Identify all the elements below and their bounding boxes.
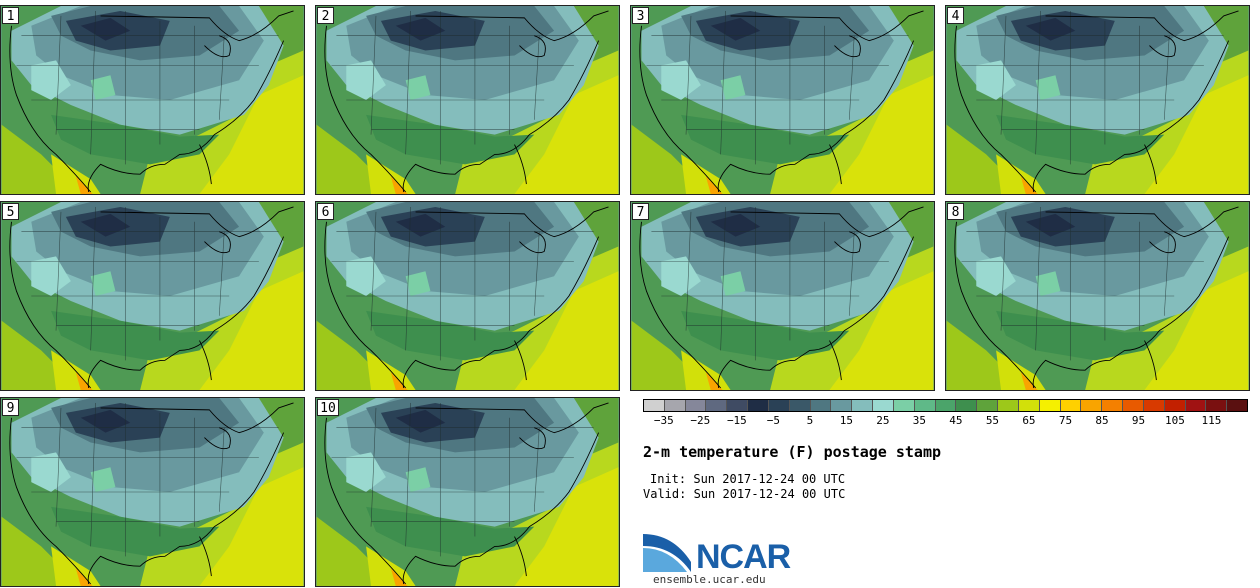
colorbar-tick-label: 95 xyxy=(1131,414,1146,427)
colorbar-cell xyxy=(935,400,957,411)
temperature-map xyxy=(946,202,1249,390)
member-label: 6 xyxy=(317,203,334,220)
temperature-map xyxy=(1,202,304,390)
member-label: 3 xyxy=(632,7,649,24)
temperature-map xyxy=(946,6,1249,194)
ensemble-member-map[interactable]: 2 xyxy=(315,5,620,195)
colorbar-cell xyxy=(1018,400,1040,411)
colorbar-cell xyxy=(706,400,728,411)
colorbar-cell xyxy=(1060,400,1082,411)
colorbar-cell xyxy=(1227,400,1248,411)
temperature-map xyxy=(631,202,934,390)
temperature-map xyxy=(316,6,619,194)
ensemble-member-map[interactable]: 5 xyxy=(0,201,305,391)
colorbar-tick-label: −15 xyxy=(726,414,747,427)
colorbar-tick-label: 65 xyxy=(1022,414,1036,427)
colorbar-cell xyxy=(956,400,978,411)
colorbar-tick-label: 85 xyxy=(1095,414,1109,427)
ensemble-member-map[interactable]: 4 xyxy=(945,5,1250,195)
colorbar-cell xyxy=(998,400,1019,411)
member-label: 1 xyxy=(2,7,19,24)
member-label: 8 xyxy=(947,203,964,220)
colorbar-cell xyxy=(873,400,894,411)
colorbar-tick-label: 15 xyxy=(839,414,854,427)
colorbar-cell xyxy=(1039,400,1061,411)
colorbar-tick-label: 75 xyxy=(1058,414,1073,427)
colorbar-cell xyxy=(685,400,707,411)
colorbar-cell xyxy=(810,400,832,411)
temperature-map xyxy=(631,6,934,194)
member-label: 9 xyxy=(2,399,19,416)
ensemble-member-map[interactable]: 8 xyxy=(945,201,1250,391)
temperature-map xyxy=(316,202,619,390)
colorbar-cell xyxy=(748,400,769,411)
colorbar-tick-label: −35 xyxy=(653,414,674,427)
colorbar-cell xyxy=(893,400,915,411)
ensemble-member-map[interactable]: 7 xyxy=(630,201,935,391)
colorbar-cell xyxy=(727,400,749,411)
colorbar-cell xyxy=(1143,400,1165,411)
colorbar-cell xyxy=(914,400,936,411)
colorbar-cell xyxy=(768,400,790,411)
ensemble-member-map[interactable]: 6 xyxy=(315,201,620,391)
colorbar-tick-label: 45 xyxy=(949,414,963,427)
temperature-colorbar xyxy=(643,399,1248,412)
member-label: 2 xyxy=(317,7,334,24)
colorbar-tick-label: 5 xyxy=(806,414,814,427)
temperature-map xyxy=(316,398,619,586)
init-time: Init: Sun 2017-12-24 00 UTC xyxy=(650,472,846,486)
colorbar-cell xyxy=(1185,400,1207,411)
colorbar-cell xyxy=(831,400,853,411)
site-url: ensemble.ucar.edu xyxy=(653,573,766,586)
ncar-logo-icon xyxy=(643,534,691,572)
colorbar-cell xyxy=(664,400,686,411)
member-label: 10 xyxy=(317,399,339,416)
colorbar-cell xyxy=(1206,400,1228,411)
colorbar-tick-label: 115 xyxy=(1201,414,1222,427)
logo-text: NCAR xyxy=(696,538,791,576)
temperature-map xyxy=(1,398,304,586)
ensemble-member-map[interactable]: 3 xyxy=(630,5,935,195)
member-label: 7 xyxy=(632,203,649,220)
colorbar-tick-label: 35 xyxy=(912,414,927,427)
valid-time: Valid: Sun 2017-12-24 00 UTC xyxy=(643,487,846,501)
ensemble-member-map[interactable]: 1 xyxy=(0,5,305,195)
colorbar-cell xyxy=(1164,400,1186,411)
member-label: 4 xyxy=(947,7,964,24)
colorbar-cell xyxy=(977,400,999,411)
colorbar-cell xyxy=(1123,400,1144,411)
colorbar-tick-label: 25 xyxy=(876,414,890,427)
colorbar-cell xyxy=(1102,400,1124,411)
member-label: 5 xyxy=(2,203,19,220)
colorbar-cell xyxy=(1081,400,1103,411)
colorbar-cell xyxy=(789,400,811,411)
ensemble-member-map[interactable]: 10 xyxy=(315,397,620,587)
ensemble-member-map[interactable]: 9 xyxy=(0,397,305,587)
figure-title: 2-m temperature (F) postage stamp xyxy=(643,443,942,461)
colorbar-cell xyxy=(852,400,874,411)
colorbar-tick-label: 105 xyxy=(1165,414,1185,427)
colorbar-cell xyxy=(644,400,665,411)
temperature-map xyxy=(1,6,304,194)
colorbar-tick-labels: −35 −25 −15 −5 5 15 25 35 45 55 65 75 85 95 105 115 xyxy=(643,414,1248,428)
colorbar-tick-label: 55 xyxy=(985,414,1000,427)
colorbar-tick-label: −5 xyxy=(766,414,780,427)
colorbar-tick-label: −25 xyxy=(690,414,711,427)
